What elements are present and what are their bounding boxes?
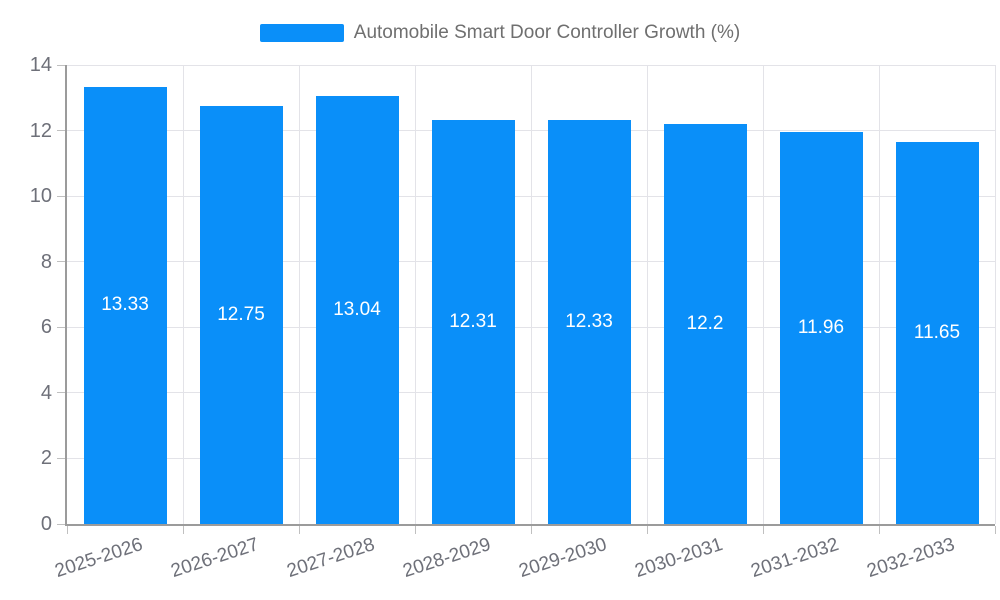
bar-value-label: 12.2	[686, 313, 724, 334]
x-tick-label: 2030-2031	[632, 534, 726, 583]
y-tick-label: 14	[29, 54, 52, 76]
x-tick-label: 2027-2028	[284, 534, 378, 583]
y-axis-tick	[57, 457, 65, 459]
y-tick-label: 6	[40, 316, 52, 339]
bar-value-label: 13.33	[101, 294, 149, 316]
bar	[83, 86, 167, 524]
bar-value-label: 12.31	[449, 311, 497, 333]
y-axis-tick	[57, 64, 65, 66]
bar	[895, 142, 979, 524]
x-axis-tick	[414, 526, 416, 534]
x-axis-tick	[66, 526, 68, 534]
gridline-vertical	[878, 65, 880, 524]
bar-value-label: 12.75	[217, 303, 265, 325]
y-tick-label: 2	[40, 447, 52, 470]
x-tick-label: 2028-2029	[400, 534, 494, 583]
gridline-vertical	[298, 65, 300, 524]
x-tick-label: 2032-2033	[864, 534, 958, 583]
x-axis-tick	[646, 526, 648, 534]
x-axis-tick	[994, 526, 996, 534]
bar	[663, 124, 747, 524]
bar	[779, 131, 863, 524]
gridline-vertical	[530, 65, 532, 524]
x-axis-tick	[298, 526, 300, 534]
legend[interactable]: Automobile Smart Door Controller Growth …	[0, 22, 1000, 44]
x-tick-label: 2026-2027	[168, 534, 262, 583]
bar	[547, 119, 631, 524]
gridline-vertical	[994, 65, 996, 524]
x-tick-label: 2031-2032	[748, 534, 842, 583]
legend-swatch	[259, 24, 344, 42]
y-axis-tick	[57, 326, 65, 328]
bar-value-label: 13.04	[333, 299, 381, 321]
y-axis-tick	[57, 261, 65, 263]
bar	[431, 120, 515, 524]
y-tick-label: 8	[40, 250, 52, 273]
x-tick-label: 2025-2026	[52, 534, 146, 583]
y-tick-label: 4	[40, 381, 52, 404]
gridline-vertical	[182, 65, 184, 524]
gridline-vertical	[646, 65, 648, 524]
x-axis-tick	[530, 526, 532, 534]
bar-value-label: 12.33	[565, 310, 613, 332]
bar	[315, 96, 399, 524]
bar-value-label: 11.65	[913, 322, 961, 344]
x-axis-tick	[182, 526, 184, 534]
y-axis-line	[65, 65, 67, 526]
y-axis-tick	[57, 392, 65, 394]
y-tick-label: 10	[29, 185, 52, 208]
gridline-vertical	[762, 65, 764, 524]
gridline-vertical	[414, 65, 416, 524]
bar-value-label: 11.96	[797, 316, 845, 338]
x-axis-tick	[762, 526, 764, 534]
y-tick-label: 12	[29, 119, 52, 142]
bar	[199, 105, 283, 524]
x-axis-tick	[878, 526, 880, 534]
x-axis-line	[65, 524, 995, 526]
y-axis-tick	[57, 195, 65, 197]
y-axis-tick	[57, 523, 65, 525]
x-tick-label: 2029-2030	[516, 534, 610, 583]
y-axis-tick	[57, 130, 65, 132]
y-tick-label: 0	[40, 513, 52, 535]
legend-label: Automobile Smart Door Controller Growth …	[353, 22, 741, 43]
